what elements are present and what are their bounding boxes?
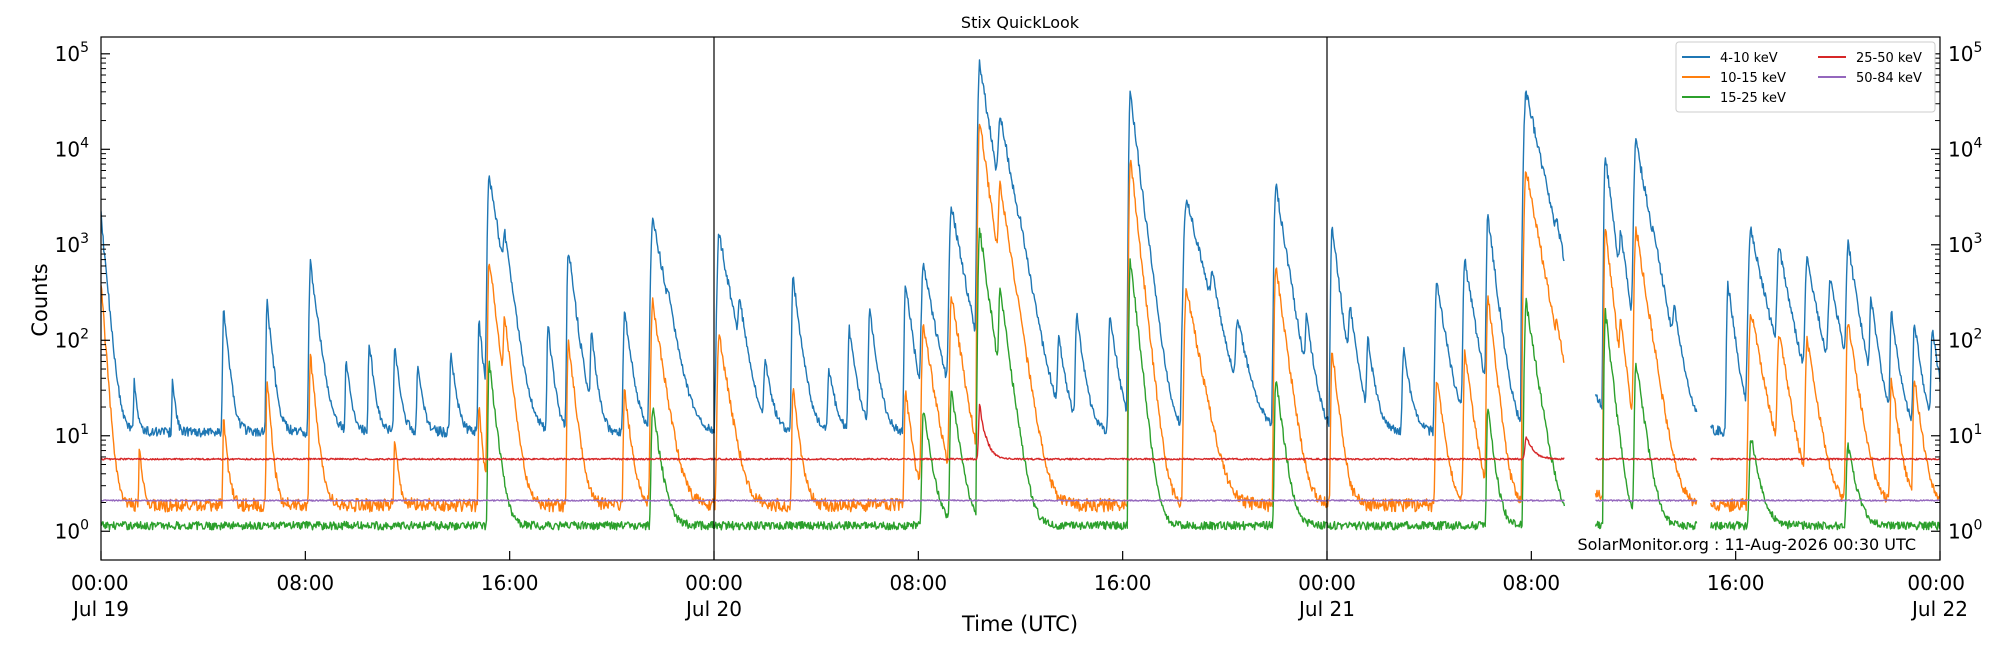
series-line-4-10-keV	[101, 59, 1940, 438]
x-tick-label: 16:00	[1707, 571, 1765, 595]
x-tick-date-label: Jul 21	[1297, 597, 1355, 621]
y-tick-label-right: 102	[1948, 326, 1982, 352]
y-tick-label-left: 100	[55, 517, 89, 543]
y-tick-label-left: 104	[55, 135, 89, 161]
x-tick-date-label: Jul 20	[684, 597, 742, 621]
chart-title: Stix QuickLook	[961, 13, 1080, 32]
x-tick-label: 16:00	[1094, 571, 1152, 595]
x-tick-date-label: Jul 22	[1910, 597, 1968, 621]
series-line-10-15-keV	[101, 123, 1940, 513]
x-tick-label: 08:00	[277, 571, 335, 595]
y-tick-label-right: 101	[1948, 422, 1982, 448]
plot-area-frame	[100, 36, 1941, 561]
x-tick-label: 00:00	[685, 571, 743, 595]
y-tick-label-right: 100	[1948, 517, 1982, 543]
x-tick-date-label: Jul 19	[71, 597, 129, 621]
chart-legend: 4-10 keV 10-15 keV 15-25 keV 25-50 keV 50-84…	[1675, 41, 1936, 113]
series-line-50-84-keV	[101, 499, 1940, 502]
y-tick-label-left: 102	[55, 326, 89, 352]
x-tick-label: 00:00	[1907, 571, 1965, 595]
x-tick-label: 08:00	[1503, 571, 1561, 595]
y-tick-label-right: 103	[1948, 231, 1982, 257]
y-tick-label-left: 103	[55, 231, 89, 257]
x-axis-title: Time (UTC)	[961, 612, 1078, 636]
solarmonitor-credit: SolarMonitor.org : 11-Aug-2026 00:30 UTC	[1577, 535, 1916, 554]
series-line-15-25-keV	[101, 227, 1940, 531]
legend-label: 15-25 keV	[1720, 91, 1786, 106]
legend-box	[1675, 41, 1936, 113]
y-axis-title: Counts	[28, 263, 52, 336]
y-tick-label-right: 104	[1948, 135, 1982, 161]
y-tick-label-left: 105	[55, 40, 89, 66]
x-tick-label: 00:00	[1298, 571, 1356, 595]
x-tick-label: 00:00	[71, 571, 129, 595]
series-line-25-50-keV	[101, 403, 1940, 461]
y-tick-label-right: 105	[1948, 40, 1982, 66]
legend-label: 4-10 keV	[1720, 51, 1778, 66]
day-boundary-lines	[713, 37, 1328, 560]
legend-label: 50-84 keV	[1856, 71, 1922, 86]
x-tick-label: 16:00	[481, 571, 539, 595]
legend-label: 10-15 keV	[1720, 71, 1786, 86]
series-layer	[101, 59, 1940, 531]
y-tick-label-left: 101	[55, 422, 89, 448]
x-tick-label: 08:00	[890, 571, 948, 595]
legend-label: 25-50 keV	[1856, 51, 1922, 66]
